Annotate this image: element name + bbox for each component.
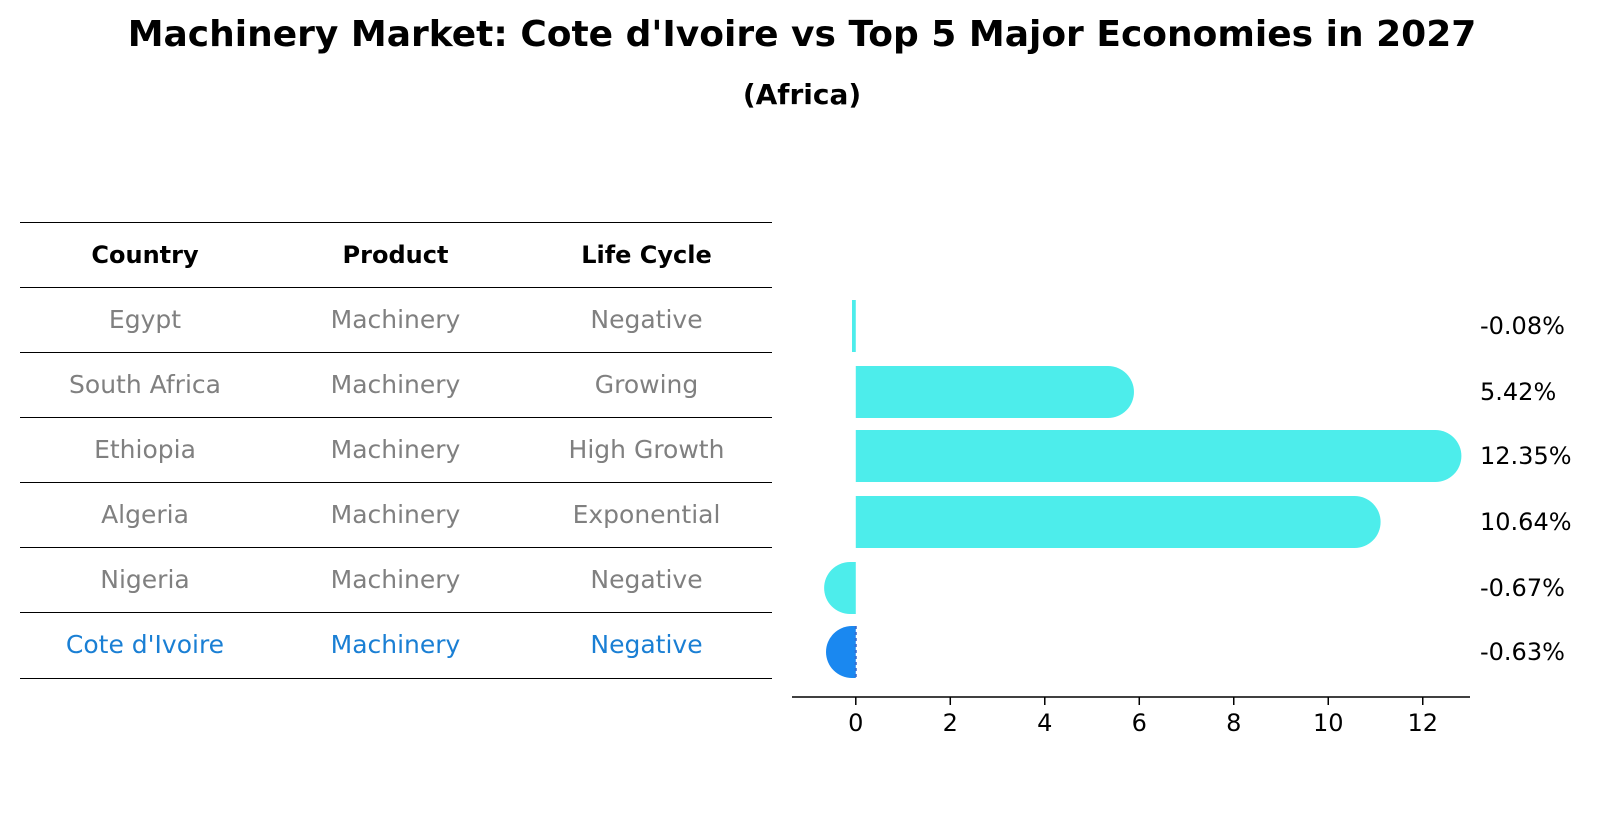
table-top-rule bbox=[20, 222, 772, 223]
cell-product: Machinery bbox=[330, 500, 461, 529]
x-tick-label: 2 bbox=[943, 709, 958, 737]
data-label: 10.64% bbox=[1480, 508, 1572, 536]
cell-product: Machinery bbox=[330, 305, 461, 334]
cell-country: Ethiopia bbox=[94, 435, 196, 464]
table-rule bbox=[20, 417, 772, 418]
data-label: -0.67% bbox=[1480, 574, 1565, 602]
cell-life-cycle: Negative bbox=[590, 305, 703, 334]
x-tick-label: 4 bbox=[1037, 709, 1052, 737]
table-rule bbox=[20, 547, 772, 548]
x-tick-label: 10 bbox=[1313, 709, 1344, 737]
cell-life-cycle: Growing bbox=[594, 370, 699, 399]
cell-product: Machinery bbox=[330, 630, 461, 659]
data-label: -0.08% bbox=[1480, 312, 1565, 340]
table-row: Egypt Machinery Negative bbox=[20, 287, 772, 353]
bar bbox=[824, 562, 856, 614]
data-label: 5.42% bbox=[1480, 378, 1556, 406]
table-bottom-rule bbox=[20, 678, 772, 679]
bar bbox=[855, 366, 1134, 418]
x-tick-label: 12 bbox=[1407, 709, 1438, 737]
data-label: 12.35% bbox=[1480, 442, 1572, 470]
table-row: South Africa Machinery Growing bbox=[20, 352, 772, 418]
x-tick-label: 0 bbox=[848, 709, 863, 737]
table-row: Algeria Machinery Exponential bbox=[20, 482, 772, 548]
cell-country: Nigeria bbox=[100, 565, 190, 594]
bar bbox=[855, 496, 1381, 548]
chart-title: Machinery Market: Cote d'Ivoire vs Top 5… bbox=[127, 14, 1477, 55]
data-label: -0.63% bbox=[1480, 638, 1565, 666]
header-life-cycle: Life Cycle bbox=[581, 241, 712, 269]
bar bbox=[855, 430, 1462, 482]
cell-life-cycle: High Growth bbox=[568, 435, 725, 464]
table-row: Nigeria Machinery Negative bbox=[20, 547, 772, 613]
x-tick-label: 8 bbox=[1226, 709, 1241, 737]
table-rule bbox=[20, 352, 772, 353]
cell-product: Machinery bbox=[330, 370, 461, 399]
table-header-row: Country Product Life Cycle bbox=[20, 222, 772, 288]
cell-product: Machinery bbox=[330, 435, 461, 464]
chart-subtitle: (Africa) bbox=[742, 78, 862, 111]
table-rule bbox=[20, 287, 772, 288]
bar-highlight bbox=[826, 626, 856, 678]
cell-life-cycle: Negative bbox=[590, 565, 703, 594]
bar bbox=[852, 300, 856, 352]
header-country: Country bbox=[91, 241, 199, 269]
header-product: Product bbox=[342, 241, 449, 269]
cell-country: Algeria bbox=[101, 500, 189, 529]
cell-product: Machinery bbox=[330, 565, 461, 594]
cell-life-cycle: Negative bbox=[590, 630, 703, 659]
table-row-highlight: Cote d'Ivoire Machinery Negative bbox=[20, 612, 772, 678]
table-rule bbox=[20, 482, 772, 483]
table-row: Ethiopia Machinery High Growth bbox=[20, 417, 772, 483]
table-rule bbox=[20, 612, 772, 613]
cell-country: Cote d'Ivoire bbox=[65, 630, 225, 659]
cell-country: South Africa bbox=[69, 370, 221, 399]
cell-country: Egypt bbox=[108, 305, 182, 334]
x-tick-label: 6 bbox=[1132, 709, 1147, 737]
cell-life-cycle: Exponential bbox=[572, 500, 721, 529]
